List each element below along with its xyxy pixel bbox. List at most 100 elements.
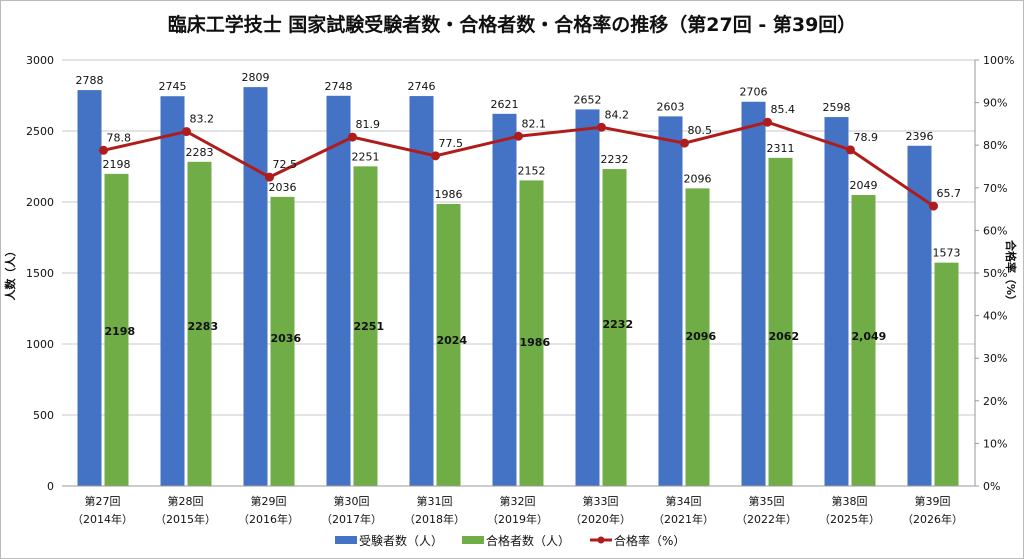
examinees-data-label: 2396 xyxy=(906,130,934,143)
pass-rate-data-label: 80.5 xyxy=(688,124,713,137)
passers-data-label: 2198 xyxy=(103,158,131,171)
examinees-data-label: 2746 xyxy=(408,80,436,93)
pass-rate-point xyxy=(99,145,108,155)
x-tick-label-year: （2025年） xyxy=(819,512,880,526)
x-tick-label-year: （2015年） xyxy=(155,512,216,526)
passers-data-label: 2311 xyxy=(767,142,795,155)
x-tick-label-year: （2017年） xyxy=(321,512,382,526)
examinees-data-label: 2598 xyxy=(823,101,851,114)
y-tick-label: 3000 xyxy=(26,54,54,67)
bar-examinees xyxy=(658,116,683,487)
x-tick-label: 第38回 xyxy=(832,494,868,508)
examinees-data-label: 2748 xyxy=(325,80,353,93)
bar-examinees xyxy=(575,109,600,486)
examinees-data-label: 2706 xyxy=(740,86,768,99)
bar-passers xyxy=(104,173,129,486)
pass-rate-point xyxy=(265,172,274,182)
bar-examinees xyxy=(160,96,185,487)
inner-data-label: 1986 xyxy=(520,336,551,349)
pass-rate-data-label: 83.2 xyxy=(190,113,215,126)
examinees-data-label: 2603 xyxy=(657,100,685,113)
examinees-data-label: 2652 xyxy=(574,93,602,106)
y2-tick-label: 80% xyxy=(983,139,1007,152)
x-tick-label-year: （2020年） xyxy=(570,512,631,526)
y2-tick-label: 10% xyxy=(983,437,1007,450)
examinees-data-label: 2809 xyxy=(242,71,270,84)
bar-passers xyxy=(270,196,295,486)
x-tick-label: 第32回 xyxy=(500,494,536,508)
y-axis-title: 人数（人） xyxy=(3,246,17,301)
passers-data-label: 2251 xyxy=(352,150,380,163)
pass-rate-point xyxy=(929,201,938,211)
y-tick-label: 1000 xyxy=(26,338,54,351)
examinees-data-label: 2621 xyxy=(491,98,519,111)
inner-data-label: 2198 xyxy=(105,325,136,338)
bar-examinees xyxy=(824,117,849,487)
y2-axis-title: 合格率（%） xyxy=(1004,240,1018,306)
passers-data-label: 2096 xyxy=(684,172,712,185)
examinees-data-label: 2745 xyxy=(159,80,187,93)
x-tick-label-year: （2022年） xyxy=(736,512,797,526)
x-tick-label-year: （2016年） xyxy=(238,512,299,526)
x-tick-label: 第29回 xyxy=(251,494,287,508)
legend-label-examinees: 受験者数（人） xyxy=(359,533,443,548)
bar-examinees xyxy=(243,87,268,486)
inner-data-label: 2232 xyxy=(603,318,634,331)
passers-data-label: 2049 xyxy=(850,179,878,192)
chart-title: 臨床工学技士 国家試験受験者数・合格者数・合格率の推移（第27回 - 第39回） xyxy=(168,13,857,36)
y2-tick-label: 50% xyxy=(983,267,1007,280)
bar-passers xyxy=(187,161,212,486)
y2-tick-label: 20% xyxy=(983,395,1007,408)
y2-tick-label: 0% xyxy=(983,480,1000,493)
pass-rate-point xyxy=(597,122,606,132)
inner-data-label: 2251 xyxy=(354,320,385,333)
pass-rate-data-label: 65.7 xyxy=(937,187,962,200)
y2-tick-label: 40% xyxy=(983,310,1007,323)
y2-tick-label: 100% xyxy=(983,54,1014,67)
x-tick-label: 第31回 xyxy=(417,494,453,508)
x-tick-label-year: （2014年） xyxy=(72,512,133,526)
inner-data-label: 2024 xyxy=(437,334,468,347)
legend-label-pass-rate: 合格率（%） xyxy=(614,533,685,548)
y2-tick-label: 70% xyxy=(983,182,1007,195)
pass-rate-point xyxy=(763,117,772,127)
legend-swatch-passers xyxy=(462,536,484,544)
y2-tick-label: 30% xyxy=(983,352,1007,365)
passers-data-label: 2152 xyxy=(518,164,546,177)
x-tick-label: 第30回 xyxy=(334,494,370,508)
passers-data-label: 2036 xyxy=(269,181,297,194)
x-tick-label-year: （2018年） xyxy=(404,512,465,526)
legend-marker-pass-rate xyxy=(597,536,605,544)
y-tick-label: 500 xyxy=(33,409,54,422)
bar-examinees xyxy=(409,96,434,487)
passers-data-label: 2232 xyxy=(601,153,629,166)
pass-rate-data-label: 82.1 xyxy=(522,117,547,130)
bar-passers xyxy=(353,166,378,486)
passers-data-label: 1573 xyxy=(933,247,961,260)
legend-label-passers: 合格者数（人） xyxy=(486,533,570,548)
inner-data-label: 2,049 xyxy=(852,330,887,343)
pass-rate-data-label: 77.5 xyxy=(439,137,464,150)
inner-data-label: 2062 xyxy=(769,330,800,343)
passers-data-label: 2283 xyxy=(186,146,214,159)
pass-rate-data-label: 78.8 xyxy=(107,131,132,144)
bar-passers xyxy=(436,203,461,486)
y2-tick-label: 60% xyxy=(983,224,1007,237)
examinees-data-label: 2788 xyxy=(76,74,104,87)
y-tick-label: 1500 xyxy=(26,267,54,280)
x-tick-label-year: （2021年） xyxy=(653,512,714,526)
x-tick-label-year: （2026年） xyxy=(902,512,963,526)
inner-data-label: 2036 xyxy=(271,332,302,345)
pass-rate-point xyxy=(431,151,440,161)
legend-swatch-examinees xyxy=(335,536,357,544)
inner-data-label: 2096 xyxy=(686,330,717,343)
passers-data-label: 1986 xyxy=(435,188,463,201)
x-tick-label: 第33回 xyxy=(583,494,619,508)
bar-examinees xyxy=(326,95,351,486)
pass-rate-point xyxy=(182,127,191,137)
y-tick-label: 0 xyxy=(47,480,54,493)
y-tick-label: 2000 xyxy=(26,196,54,209)
x-tick-label: 第39回 xyxy=(915,494,951,508)
bar-examinees xyxy=(492,113,517,487)
